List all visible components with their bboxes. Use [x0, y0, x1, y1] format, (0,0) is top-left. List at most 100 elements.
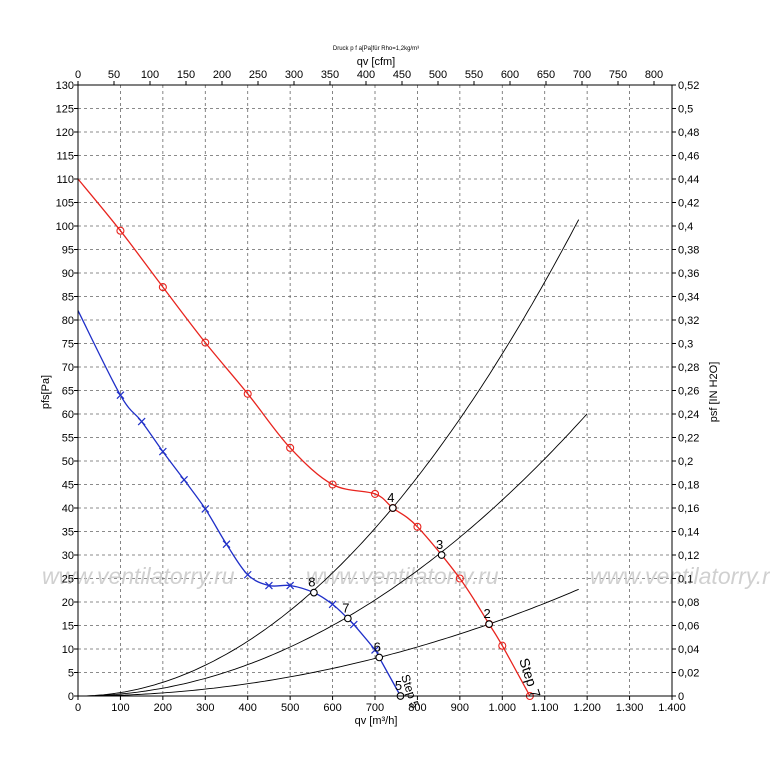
y-right-tick-label: 0 [678, 691, 684, 703]
series-marker-circle [286, 443, 295, 452]
y-tick-label: 120 [56, 127, 74, 139]
marker-stroke [201, 505, 210, 513]
marker-stroke [137, 417, 146, 426]
y-right-tick-label: 0,28 [678, 362, 699, 374]
series-marker-circle [370, 489, 380, 498]
operating-point [437, 551, 446, 559]
y-right-tick-label: 0,12 [678, 550, 699, 562]
y-right-tick-label: 0,26 [678, 386, 699, 398]
x-top-tick-label: 100 [141, 69, 159, 81]
series-line-blue [77, 310, 402, 697]
operating-point-label: 5 [395, 678, 402, 693]
x-tick-label: 300 [196, 702, 214, 714]
x-top-tick-label: 200 [213, 69, 231, 81]
series-line-red [77, 178, 531, 697]
operating-point-label: 4 [387, 490, 394, 505]
y-tick-label: 100 [56, 221, 74, 233]
x-tick-label: 1.000 [489, 702, 517, 714]
x-tick-label: 700 [366, 702, 384, 714]
marker-stroke [116, 391, 125, 400]
y-tick-label: 5 [68, 668, 74, 680]
y-tick-label: 55 [62, 433, 74, 445]
y-right-tick-label: 0,32 [678, 315, 699, 327]
series-marker-circle [201, 338, 210, 347]
series-marker-x [201, 505, 210, 513]
grid [78, 85, 672, 696]
y-tick-label: 20 [62, 597, 74, 609]
system-curve [78, 588, 579, 697]
operating-point-label: 7 [342, 600, 349, 615]
chart-title: Druck p f a[Pa]für Rho=1,2kg/m³ [333, 46, 419, 52]
y-right-tick-label: 0,22 [678, 433, 699, 445]
x-top-tick-label: 600 [501, 69, 519, 81]
y-tick-label: 25 [62, 574, 74, 586]
operating-point-label: 8 [308, 575, 315, 590]
y-right-tick-label: 0,5 [678, 104, 693, 116]
y-tick-label: 80 [62, 315, 74, 327]
y-right-tick-label: 0,3 [678, 339, 693, 351]
x-top-tick-label: 800 [645, 69, 663, 81]
x-top-tick-label: 50 [108, 69, 120, 81]
x-top-tick-label: 650 [537, 69, 555, 81]
y-tick-label: 90 [62, 268, 74, 280]
y-tick-label: 40 [62, 503, 74, 515]
operating-points: 2 3 4 5 6 7 8 [308, 490, 493, 700]
marker-stroke [286, 581, 295, 590]
y-tick-label: 85 [62, 292, 74, 304]
operating-point-label: 3 [436, 537, 443, 552]
marker-stroke [222, 540, 231, 549]
watermark: www.ventilatorry.ru www.ventilatorry.ru ww… [42, 563, 770, 589]
operating-point [375, 653, 384, 662]
y-right-tick-label: 0,44 [678, 174, 699, 186]
marker-stroke [180, 475, 188, 484]
y-tick-label: 95 [62, 245, 74, 257]
y-right-tick-label: 0,46 [678, 151, 699, 163]
series-marker-x [180, 475, 188, 484]
series-marker-circle [116, 226, 125, 235]
series-marker-circle [328, 480, 337, 489]
left-axis-title: pfs[Pa] [40, 375, 52, 409]
x-top-tick-label: 300 [285, 69, 303, 81]
y-tick-label: 60 [62, 409, 74, 421]
x-tick-label: 400 [239, 702, 257, 714]
bottom-axis-title: qv [m³/h] [355, 715, 398, 727]
marker-stroke [328, 600, 337, 609]
y-right-tick-label: 0,34 [678, 292, 699, 304]
y-right-tick-label: 0,42 [678, 198, 699, 210]
series-marker-x [243, 570, 252, 579]
y-right-tick-label: 0,24 [678, 409, 699, 421]
series-marker-x [137, 417, 146, 426]
operating-point [343, 614, 352, 623]
x-top-tick-label: 150 [177, 69, 195, 81]
x-tick-label: 200 [154, 702, 172, 714]
operating-point [388, 504, 397, 512]
x-tick-label: 0 [75, 702, 81, 714]
y-right-tick-label: 0,18 [678, 480, 699, 492]
x-tick-label: 100 [111, 702, 129, 714]
y-right-tick-label: 0,14 [678, 527, 699, 539]
series-marker-circle [158, 283, 167, 292]
system-curve [78, 413, 588, 697]
y-right-tick-label: 0,2 [678, 456, 693, 468]
series-marker-x [328, 600, 337, 609]
x-tick-label: 1.200 [573, 702, 601, 714]
series-marker-x [371, 646, 379, 654]
operating-point [310, 588, 318, 597]
fan-curves [77, 178, 534, 701]
watermark-text: www.ventilatorry.ru [306, 563, 499, 589]
y-right-tick-label: 0,06 [678, 621, 699, 633]
x-top-tick-label: 250 [249, 69, 267, 81]
y-tick-label: 65 [62, 386, 74, 398]
x-top-tick-label: 350 [321, 69, 339, 81]
y-right-tick-label: 0,04 [678, 644, 699, 656]
operating-point-label: 6 [374, 639, 381, 654]
y-right-tick-label: 0,02 [678, 668, 699, 680]
series-marker-circle [413, 522, 422, 531]
x-top-tick-label: 550 [465, 69, 483, 81]
series-marker-x [349, 620, 358, 629]
y-tick-label: 110 [56, 174, 74, 186]
x-top-tick-label: 0 [75, 69, 81, 81]
x-top-tick-label: 500 [429, 69, 447, 81]
x-top-tick-label: 750 [609, 69, 627, 81]
